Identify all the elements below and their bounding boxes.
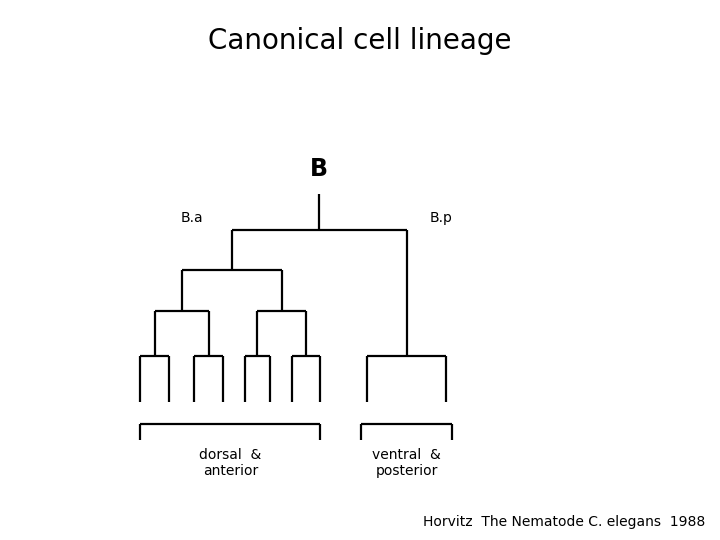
Text: B.a: B.a xyxy=(181,211,204,225)
Text: dorsal  &
anterior: dorsal & anterior xyxy=(199,448,261,478)
Text: B.p: B.p xyxy=(430,211,453,225)
Text: ventral  &
posterior: ventral & posterior xyxy=(372,448,441,478)
Text: B: B xyxy=(310,157,328,181)
Text: Canonical cell lineage: Canonical cell lineage xyxy=(208,27,512,55)
Text: Horvitz  The Nematode C. elegans  1988: Horvitz The Nematode C. elegans 1988 xyxy=(423,515,706,529)
